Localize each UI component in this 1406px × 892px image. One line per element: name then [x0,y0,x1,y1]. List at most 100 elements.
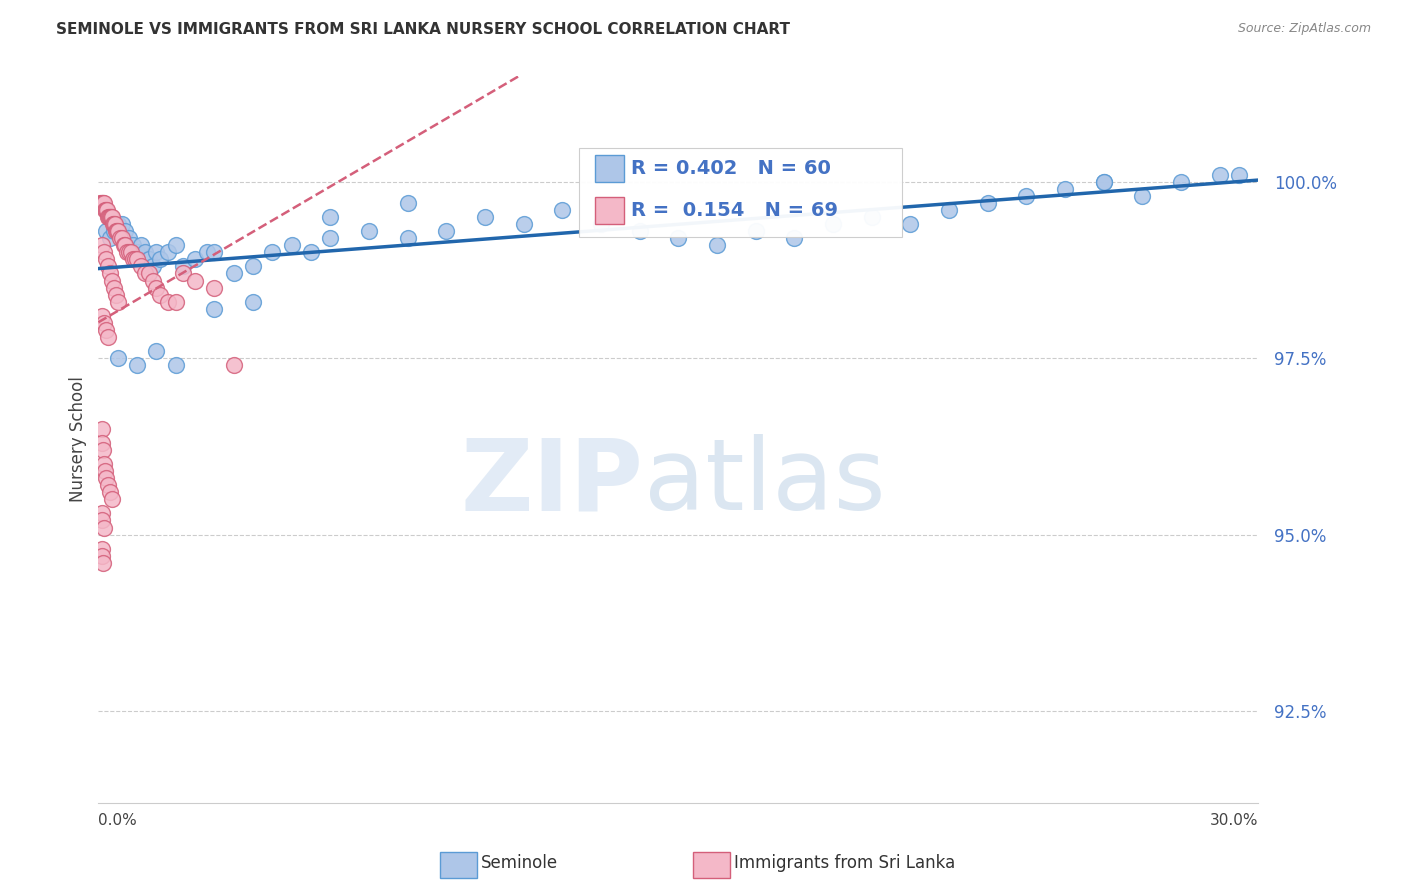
Point [103,224,125,238]
Point [242,294,264,309]
Point [204,245,226,260]
Point [101,217,124,231]
Point [122,238,145,252]
Point [94,202,117,217]
Point [101,210,124,224]
Text: R =  0.154   N = 69: R = 0.154 N = 69 [630,201,838,219]
Point [100,210,122,224]
Point [976,195,998,210]
Point [117,245,139,260]
Point [138,252,160,267]
Y-axis label: Nursery School: Nursery School [69,376,87,502]
Point [396,231,419,245]
Point [103,217,125,231]
Point [145,280,167,294]
Point [107,224,129,238]
Point [93,316,115,330]
Point [396,195,419,210]
Point [101,273,124,287]
Point [104,287,127,301]
Point [97,478,120,492]
Point [149,287,172,301]
Text: Seminole: Seminole [481,855,558,872]
Text: atlas: atlas [644,434,886,532]
Point [90,195,112,210]
Point [122,252,145,267]
Point [1130,189,1153,203]
Point [666,231,689,245]
Point [299,245,322,260]
Point [141,260,165,274]
Point [1209,168,1232,182]
Point [90,422,112,436]
Point [591,217,613,231]
Point [513,217,536,231]
Point [108,231,131,245]
Point [112,238,135,252]
Text: R = 0.402   N = 60: R = 0.402 N = 60 [630,159,831,178]
Point [89,195,111,210]
Point [134,245,156,260]
Point [93,195,115,210]
Point [97,330,120,344]
Point [91,513,114,527]
Point [938,202,960,217]
Point [157,245,180,260]
Point [474,210,496,224]
Point [91,442,114,457]
Point [783,231,806,245]
Point [91,309,114,323]
Point [101,492,124,507]
Point [94,464,117,478]
Point [1015,189,1038,203]
Text: 0.0%: 0.0% [98,814,138,829]
Point [222,358,245,372]
Point [91,195,114,210]
Point [96,202,118,217]
Point [1054,182,1077,196]
Point [242,260,264,274]
Point [111,217,132,231]
Point [184,273,207,287]
Point [103,280,125,294]
Point [98,210,121,224]
Point [91,549,114,563]
Point [145,344,167,359]
Point [107,351,129,366]
Point [149,252,172,267]
Point [129,238,152,252]
Point [319,231,342,245]
Point [1170,175,1192,189]
Point [90,541,112,556]
Point [104,224,127,238]
Point [97,210,120,224]
Point [104,217,127,231]
Point [93,457,115,471]
Point [120,245,142,260]
Point [145,245,167,260]
Point [118,231,141,245]
Point [127,245,149,260]
Text: 30.0%: 30.0% [1211,814,1258,829]
Point [127,252,149,267]
Point [204,301,226,316]
Point [111,231,132,245]
Point [628,224,651,238]
Point [96,202,118,217]
Point [821,217,844,231]
Text: Source: ZipAtlas.com: Source: ZipAtlas.com [1237,22,1371,36]
Point [98,485,121,500]
Point [222,267,245,281]
Point [107,294,129,309]
Point [1092,175,1115,189]
Point [91,556,114,570]
Point [93,520,115,534]
Point [114,238,136,252]
Point [98,267,121,281]
Point [97,260,120,274]
Point [91,238,114,252]
Text: ZIP: ZIP [461,434,644,532]
Point [118,245,141,260]
Point [105,224,128,238]
Point [860,210,883,224]
